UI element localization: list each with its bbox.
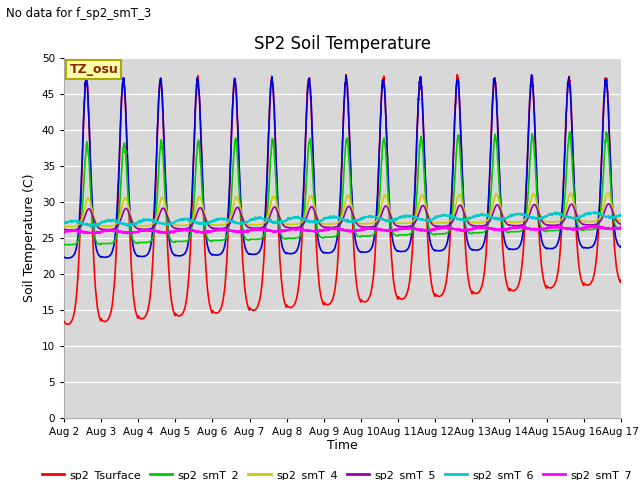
sp2_Tsurface bbox=[617, 277, 625, 283]
sp2_smT_2 bbox=[566, 129, 573, 134]
Text: No data for f_sp2_smT_3: No data for f_sp2_smT_3 bbox=[6, 7, 152, 20]
sp2_smT_6 bbox=[87, 224, 95, 229]
sp2_smT_6 bbox=[617, 211, 625, 217]
sp2_smT_2 bbox=[568, 155, 576, 161]
sp2_Tsurface bbox=[371, 252, 379, 258]
sp2_smT_5 bbox=[359, 224, 367, 230]
sp2_smT_4 bbox=[584, 219, 591, 225]
sp2_smT_4 bbox=[216, 222, 223, 228]
Line: sp2_smT_6: sp2_smT_6 bbox=[64, 212, 621, 227]
Line: sp2_smT_2: sp2_smT_2 bbox=[64, 132, 621, 245]
Title: SP2 Soil Temperature: SP2 Soil Temperature bbox=[254, 35, 431, 53]
sp2_smT_7 bbox=[504, 225, 512, 231]
sp2_smT_7 bbox=[359, 227, 367, 232]
sp2_Tsurface bbox=[584, 282, 591, 288]
sp2_smT_2 bbox=[65, 242, 72, 248]
sp2_smT_2 bbox=[216, 238, 223, 243]
Line: sp2_smT_5: sp2_smT_5 bbox=[64, 204, 621, 230]
sp2_smT_5 bbox=[216, 226, 223, 231]
sp2_smT_1 bbox=[60, 254, 68, 260]
sp2_smT_6 bbox=[60, 220, 68, 226]
sp2_smT_5 bbox=[605, 201, 612, 207]
sp2_smT_4 bbox=[568, 192, 575, 197]
sp2_smT_7 bbox=[584, 225, 591, 230]
Legend: sp2_Tsurface, sp2_smT_1, sp2_smT_2, sp2_smT_4, sp2_smT_5, sp2_smT_6, sp2_smT_7: sp2_Tsurface, sp2_smT_1, sp2_smT_2, sp2_… bbox=[42, 470, 632, 480]
sp2_Tsurface bbox=[60, 318, 68, 324]
sp2_smT_2 bbox=[371, 230, 379, 236]
sp2_Tsurface bbox=[568, 124, 576, 130]
sp2_smT_7 bbox=[588, 223, 595, 229]
X-axis label: Time: Time bbox=[327, 439, 358, 453]
sp2_smT_4 bbox=[66, 224, 74, 229]
sp2_smT_5 bbox=[504, 222, 512, 228]
sp2_smT_5 bbox=[371, 223, 379, 229]
sp2_smT_5 bbox=[60, 227, 68, 232]
sp2_Tsurface bbox=[216, 308, 223, 314]
Text: TZ_osu: TZ_osu bbox=[70, 62, 118, 76]
sp2_smT_7 bbox=[91, 230, 99, 236]
sp2_smT_2 bbox=[60, 242, 68, 248]
sp2_smT_4 bbox=[371, 219, 379, 225]
sp2_smT_5 bbox=[67, 227, 74, 233]
sp2_smT_5 bbox=[617, 221, 625, 227]
sp2_smT_7 bbox=[216, 228, 223, 233]
sp2_smT_6 bbox=[591, 209, 599, 215]
sp2_smT_5 bbox=[584, 222, 591, 228]
sp2_smT_7 bbox=[60, 229, 68, 235]
sp2_Tsurface bbox=[64, 322, 72, 327]
sp2_Tsurface bbox=[359, 299, 367, 304]
sp2_smT_4 bbox=[504, 219, 512, 225]
sp2_smT_2 bbox=[504, 229, 512, 235]
sp2_smT_2 bbox=[359, 233, 367, 239]
sp2_smT_7 bbox=[568, 226, 575, 232]
sp2_smT_2 bbox=[617, 226, 625, 231]
sp2_smT_6 bbox=[504, 215, 512, 220]
sp2_smT_2 bbox=[584, 227, 591, 232]
Line: sp2_Tsurface: sp2_Tsurface bbox=[64, 74, 621, 324]
sp2_smT_6 bbox=[359, 216, 367, 222]
sp2_smT_4 bbox=[604, 190, 612, 196]
Y-axis label: Soil Temperature (C): Soil Temperature (C) bbox=[23, 173, 36, 302]
sp2_smT_6 bbox=[216, 216, 223, 221]
sp2_smT_6 bbox=[584, 210, 591, 216]
sp2_smT_7 bbox=[617, 225, 625, 230]
sp2_smT_1 bbox=[504, 246, 512, 252]
sp2_smT_4 bbox=[60, 223, 68, 229]
sp2_smT_4 bbox=[359, 221, 367, 227]
Line: sp2_smT_1: sp2_smT_1 bbox=[64, 75, 621, 258]
sp2_smT_6 bbox=[371, 214, 379, 219]
sp2_smT_7 bbox=[371, 226, 379, 232]
sp2_Tsurface bbox=[505, 287, 513, 292]
sp2_smT_1 bbox=[216, 252, 223, 257]
sp2_Tsurface bbox=[342, 72, 350, 77]
sp2_smT_1 bbox=[528, 72, 536, 78]
Line: sp2_smT_4: sp2_smT_4 bbox=[64, 193, 621, 227]
Line: sp2_smT_7: sp2_smT_7 bbox=[64, 226, 621, 233]
sp2_smT_1 bbox=[371, 230, 379, 236]
sp2_smT_1 bbox=[617, 244, 625, 250]
sp2_smT_6 bbox=[568, 215, 575, 221]
sp2_smT_1 bbox=[359, 249, 367, 255]
sp2_smT_5 bbox=[568, 201, 575, 207]
sp2_smT_1 bbox=[568, 129, 576, 134]
sp2_smT_1 bbox=[584, 245, 591, 251]
sp2_smT_1 bbox=[63, 255, 71, 261]
sp2_smT_4 bbox=[617, 218, 625, 224]
